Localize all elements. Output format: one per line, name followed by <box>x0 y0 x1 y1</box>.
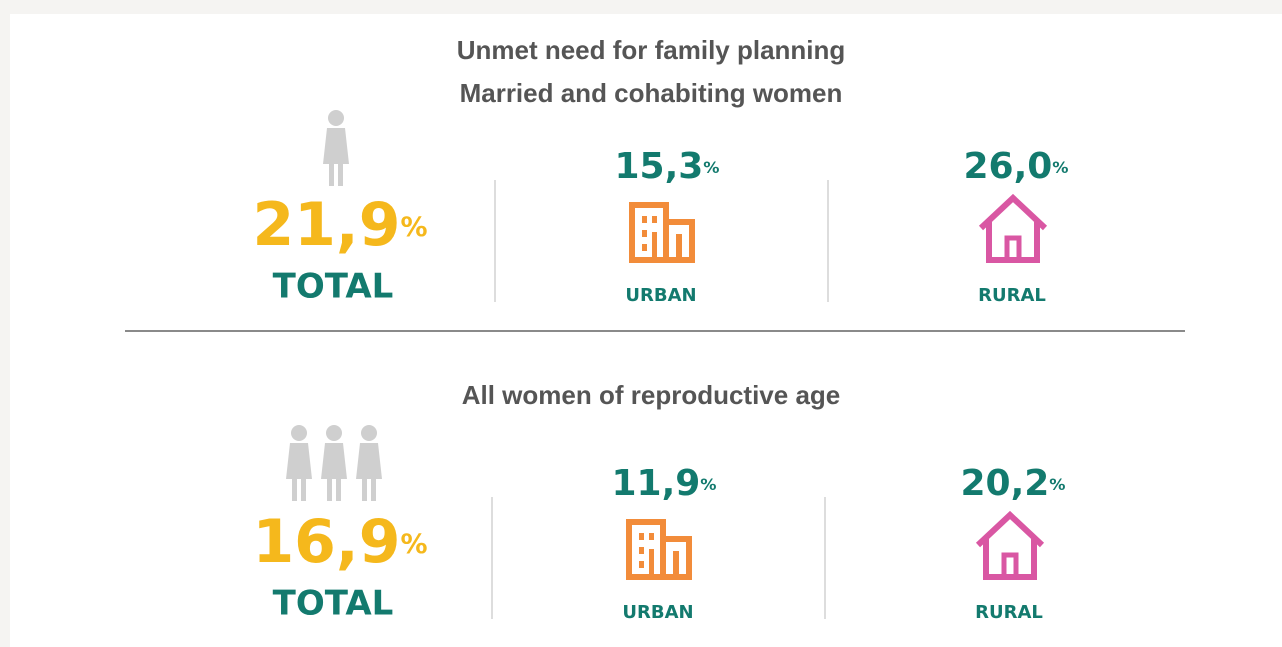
door <box>649 549 654 575</box>
rural: 20,2% <box>960 463 1065 504</box>
door <box>652 232 657 258</box>
head <box>291 425 307 441</box>
window <box>652 216 657 223</box>
urban-value: 15,3 <box>614 146 703 187</box>
rural-label: RURAL <box>975 602 1043 623</box>
section-title: Married and cohabiting women <box>460 78 843 108</box>
rural-value: 26,0 <box>963 146 1052 187</box>
rural-unit: % <box>1049 475 1065 494</box>
rural-value: 20,2 <box>960 463 1049 504</box>
dress <box>286 443 312 479</box>
leg <box>329 164 334 186</box>
window <box>642 230 647 237</box>
urban-label: URBAN <box>625 285 696 306</box>
window <box>639 533 644 540</box>
leg <box>301 479 306 501</box>
house-outline <box>975 510 1045 580</box>
urban-icon <box>626 519 692 580</box>
urban-icon <box>629 202 695 263</box>
dress <box>321 443 347 479</box>
house-door <box>1001 552 1019 577</box>
urban-unit: % <box>700 475 716 494</box>
leg <box>338 164 343 186</box>
section: All women of reproductive age <box>286 380 1045 619</box>
head <box>328 110 344 126</box>
rural-unit: % <box>1052 158 1068 177</box>
leg <box>327 479 332 501</box>
urban: 11,9% <box>611 463 716 504</box>
rural: 26,0% <box>963 146 1068 187</box>
window <box>639 561 644 568</box>
section-title: All women of reproductive age <box>462 380 841 410</box>
leg <box>371 479 376 501</box>
window <box>642 244 647 251</box>
section-title: Unmet need for family planning <box>457 35 846 65</box>
rural-label: RURAL <box>978 285 1046 306</box>
window <box>642 216 647 223</box>
house-outline <box>978 193 1048 263</box>
leg <box>336 479 341 501</box>
rural-icon <box>978 193 1048 263</box>
total-value: 21,9 <box>252 190 400 260</box>
total-unit: % <box>400 212 427 243</box>
total-label: TOTAL <box>273 584 394 624</box>
total: 21,9% <box>252 190 427 260</box>
rural-icon <box>975 510 1045 580</box>
dress <box>323 128 349 164</box>
leg <box>292 479 297 501</box>
total-label: TOTAL <box>273 267 394 307</box>
total-value: 16,9 <box>252 507 400 577</box>
house-door <box>1004 235 1022 260</box>
total: 16,9% <box>252 507 427 577</box>
dress <box>356 443 382 479</box>
section: Unmet need for family planning Married an… <box>323 35 1048 302</box>
wing <box>660 539 679 577</box>
urban-value: 11,9 <box>611 463 700 504</box>
total-icon <box>323 110 349 186</box>
window <box>639 547 644 554</box>
head <box>326 425 342 441</box>
wing <box>663 222 682 260</box>
total-unit: % <box>400 529 427 560</box>
urban-unit: % <box>703 158 719 177</box>
urban-label: URBAN <box>622 602 693 623</box>
leg <box>362 479 367 501</box>
urban: 15,3% <box>614 146 719 187</box>
window <box>649 533 654 540</box>
head <box>361 425 377 441</box>
total-icon <box>286 425 382 501</box>
